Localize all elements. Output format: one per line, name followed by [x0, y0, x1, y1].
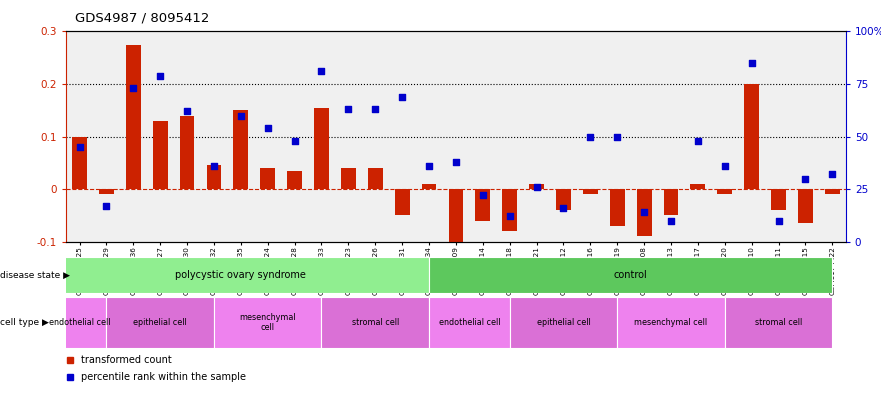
Bar	[637, 189, 652, 237]
Point	[448, 159, 463, 165]
Bar	[448, 189, 463, 247]
Bar	[798, 189, 813, 223]
Point	[718, 163, 732, 169]
Text: disease state ▶: disease state ▶	[0, 271, 70, 279]
Bar	[260, 168, 275, 189]
Point	[691, 138, 705, 144]
Text: percentile rank within the sample: percentile rank within the sample	[81, 372, 247, 382]
Point	[772, 217, 786, 224]
Text: GDS4987 / 8095412: GDS4987 / 8095412	[75, 12, 210, 25]
Bar	[287, 171, 302, 189]
Bar	[691, 184, 706, 189]
Bar	[214, 297, 322, 348]
Point	[287, 138, 301, 144]
Bar	[206, 165, 221, 189]
Bar	[126, 44, 141, 189]
Point	[557, 205, 571, 211]
Point	[315, 68, 329, 75]
Bar	[152, 121, 167, 189]
Text: transformed count: transformed count	[81, 354, 173, 365]
Bar	[322, 297, 429, 348]
Point	[207, 163, 221, 169]
Text: epithelial cell: epithelial cell	[133, 318, 187, 327]
Point	[637, 209, 651, 215]
Bar	[368, 168, 382, 189]
Bar	[529, 184, 544, 189]
Text: polycystic ovary syndrome: polycystic ovary syndrome	[175, 270, 307, 280]
Bar	[771, 189, 786, 210]
Bar	[556, 189, 571, 210]
Bar	[583, 189, 597, 195]
Bar	[53, 257, 429, 293]
Point	[611, 133, 625, 140]
Bar	[341, 168, 356, 189]
Bar	[429, 297, 510, 348]
Point	[798, 175, 812, 182]
Bar	[315, 108, 329, 189]
Point	[261, 125, 275, 131]
Bar	[502, 189, 517, 231]
Point	[233, 112, 248, 119]
Text: cell type ▶: cell type ▶	[0, 318, 48, 327]
Bar	[72, 136, 87, 189]
Bar	[99, 189, 114, 195]
Point	[72, 144, 86, 150]
Bar	[610, 189, 625, 226]
Text: epithelial cell: epithelial cell	[537, 318, 590, 327]
Point	[744, 60, 759, 66]
Text: endothelial cell: endothelial cell	[439, 318, 500, 327]
Point	[153, 72, 167, 79]
Bar	[717, 189, 732, 195]
Bar	[663, 189, 678, 215]
Point	[368, 106, 382, 112]
Point	[126, 85, 140, 91]
Bar	[422, 184, 436, 189]
Text: endothelial cell: endothelial cell	[48, 318, 110, 327]
Text: mesenchymal
cell: mesenchymal cell	[240, 312, 296, 332]
Point	[422, 163, 436, 169]
Text: mesenchymal cell: mesenchymal cell	[634, 318, 707, 327]
Bar	[429, 257, 833, 293]
Point	[395, 94, 409, 100]
Bar	[476, 189, 490, 220]
Point	[825, 171, 840, 178]
Text: stromal cell: stromal cell	[352, 318, 399, 327]
Point	[100, 203, 114, 209]
Text: control: control	[614, 270, 648, 280]
Bar	[180, 116, 195, 189]
Bar	[825, 189, 840, 195]
Bar	[233, 110, 248, 189]
Bar	[395, 189, 410, 215]
Text: stromal cell: stromal cell	[755, 318, 803, 327]
Point	[583, 133, 597, 140]
Bar	[618, 297, 725, 348]
Point	[664, 217, 678, 224]
Point	[341, 106, 355, 112]
Bar	[744, 84, 759, 189]
Bar	[725, 297, 833, 348]
Bar	[510, 297, 618, 348]
Point	[476, 192, 490, 198]
Point	[529, 184, 544, 190]
Point	[180, 108, 194, 114]
Bar	[53, 297, 107, 348]
Bar	[107, 297, 214, 348]
Point	[503, 213, 517, 220]
